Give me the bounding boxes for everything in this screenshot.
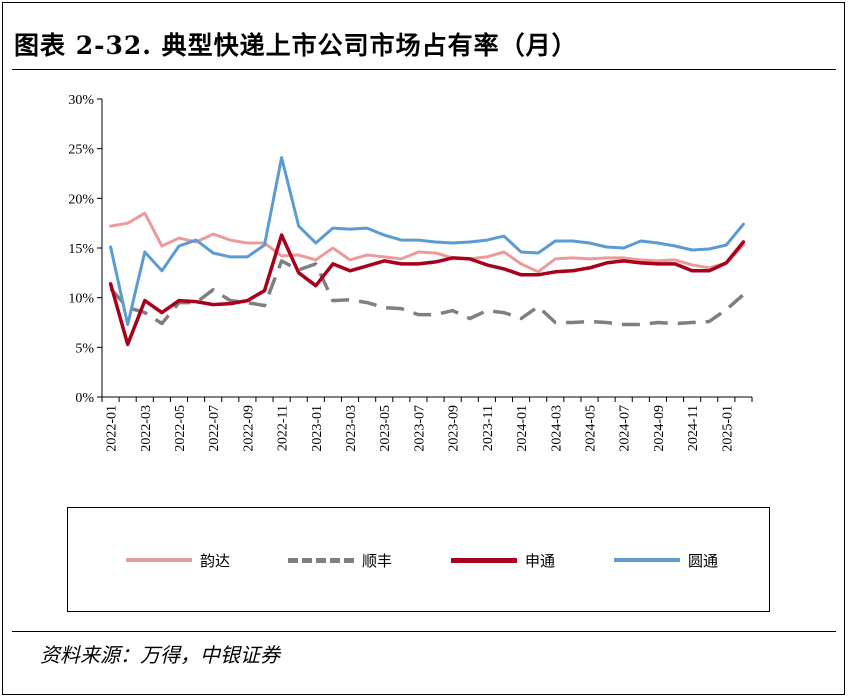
x-tick-label: 2024-09 [652,405,667,452]
x-tick-label: 2024-11 [686,405,701,451]
y-tick-label: 20% [68,192,94,207]
series-line-yunda [109,211,745,274]
legend-item-yunda: 韵达 [126,548,230,572]
x-tick-label: 2022-09 [241,405,256,452]
figure-title: 图表 2-32. 典型快递上市公司市场占有率（月） [14,31,578,60]
series-line-yto [109,156,745,326]
legend-swatch-sto [451,557,517,563]
x-tick-label: 2024-07 [618,405,633,452]
x-tick-label: 2022-05 [173,405,188,452]
x-tick-label: 2025-01 [720,405,735,452]
x-tick-label: 2023-05 [378,405,393,452]
legend-label-yto: 圆通 [688,551,719,570]
legend-swatch-yto [614,558,680,562]
legend-swatch-yunda [126,558,192,562]
series-line-sf [109,259,745,327]
y-tick-label: 15% [68,242,94,257]
source-note: 资料来源：万得，中银证券 [40,643,280,667]
x-tick-label: 2022-07 [207,405,222,452]
x-tick-label: 2024-03 [549,405,564,452]
chart-legend: 韵达 顺丰 申通 圆通 [67,507,770,612]
y-tick-label: 5% [75,341,94,356]
x-tick-label: 2022-03 [139,405,154,452]
x-tick-label: 2022-11 [276,405,291,451]
y-tick-label: 30% [68,93,94,108]
legend-label-sf: 顺丰 [362,551,393,570]
x-tick-label: 2024-01 [515,405,530,452]
legend-item-yto: 圆通 [614,548,718,572]
y-tick-label: 0% [75,391,94,406]
legend-label-sto: 申通 [525,551,556,570]
x-tick-label: 2024-05 [584,405,599,452]
y-tick-label: 25% [68,143,94,158]
legend-swatch-sf [288,557,354,563]
x-tick-label: 2023-09 [447,405,462,452]
chart-series [108,156,746,347]
y-tick-label: 10% [68,292,94,307]
legend-item-sto: 申通 [451,548,555,572]
legend-label-yunda: 韵达 [200,551,231,570]
source-rule [12,631,836,632]
title-rule [12,69,836,70]
chart-axes: 0% 5% 10% 15% 20% 25% 30% 2022-01 2022-03 2022-05… [68,93,753,452]
x-tick-label: 2023-03 [344,405,359,452]
x-tick-label: 2023-01 [310,405,325,452]
legend-item-sf: 顺丰 [288,548,392,572]
series-line-sto [108,233,746,347]
x-tick-label: 2023-11 [481,405,496,451]
x-tick-label: 2023-07 [412,405,427,452]
x-tick-label: 2022-01 [105,405,120,452]
